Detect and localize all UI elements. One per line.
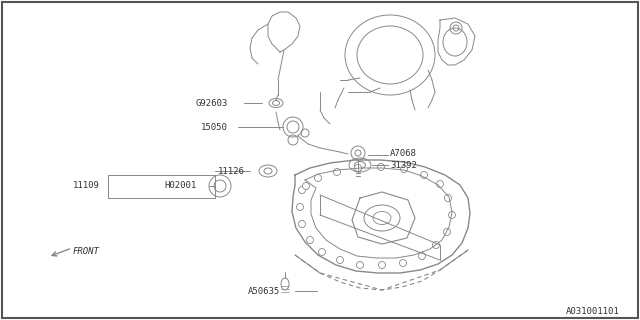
Circle shape [449, 212, 456, 219]
Circle shape [355, 164, 362, 172]
Circle shape [307, 236, 314, 244]
Circle shape [314, 174, 321, 181]
Text: H02001: H02001 [164, 181, 196, 190]
Circle shape [296, 204, 303, 211]
Circle shape [433, 242, 440, 249]
Circle shape [401, 165, 408, 172]
Circle shape [337, 257, 344, 263]
Circle shape [444, 228, 451, 236]
Text: G92603: G92603 [196, 99, 228, 108]
Circle shape [419, 252, 426, 260]
Circle shape [298, 187, 305, 194]
Circle shape [356, 261, 364, 268]
Circle shape [298, 220, 305, 228]
Circle shape [420, 172, 428, 179]
Text: A7068: A7068 [390, 148, 417, 157]
Text: 31392: 31392 [390, 161, 417, 170]
Text: A031001101: A031001101 [566, 308, 620, 316]
Circle shape [445, 195, 451, 202]
Circle shape [378, 261, 385, 268]
Circle shape [436, 180, 444, 188]
Circle shape [303, 182, 310, 189]
Circle shape [378, 164, 385, 171]
Text: 15050: 15050 [201, 123, 228, 132]
Text: 11126: 11126 [218, 166, 245, 175]
Circle shape [399, 260, 406, 267]
Text: A50635: A50635 [248, 286, 280, 295]
Text: FRONT: FRONT [73, 247, 100, 257]
Circle shape [319, 249, 326, 255]
Circle shape [333, 169, 340, 175]
Text: 11109: 11109 [73, 181, 100, 190]
